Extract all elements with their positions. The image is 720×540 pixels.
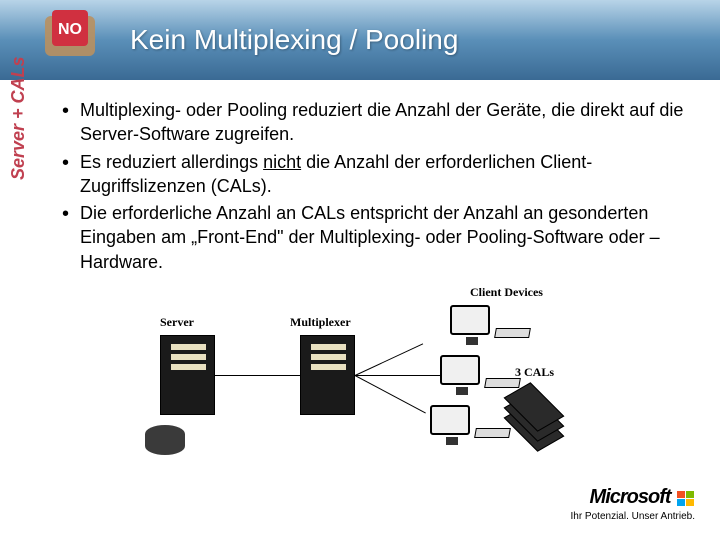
slide-header: NO Kein Multiplexing / Pooling xyxy=(0,0,720,80)
client-monitor-icon xyxy=(450,305,490,335)
footer-logo-area: Microsoft Ihr Potenzial. Unser Antrieb. xyxy=(570,486,695,522)
footer-tagline: Ihr Potenzial. Unser Antrieb. xyxy=(570,511,695,522)
cal-stack-icon xyxy=(510,390,565,445)
label-multiplexer: Multiplexer xyxy=(290,315,351,330)
bullet-1: Multiplexing- oder Pooling reduziert die… xyxy=(60,98,690,147)
server-icon xyxy=(160,335,215,415)
connector-line xyxy=(215,375,300,376)
client-keyboard-icon xyxy=(474,428,511,438)
no-badge-icon: NO xyxy=(40,8,100,63)
content-area: Multiplexing- oder Pooling reduziert die… xyxy=(0,80,720,287)
connector-line xyxy=(355,375,426,413)
client-monitor-icon xyxy=(430,405,470,435)
client-monitor-icon xyxy=(440,355,480,385)
label-server: Server xyxy=(160,315,194,330)
client-keyboard-icon xyxy=(484,378,521,388)
server-base-icon xyxy=(145,425,185,455)
bullet-2: Es reduziert allerdings nicht die Anzahl… xyxy=(60,150,690,199)
bullet-list: Multiplexing- oder Pooling reduziert die… xyxy=(60,98,690,274)
slide-title: Kein Multiplexing / Pooling xyxy=(130,24,458,56)
multiplexer-icon xyxy=(300,335,355,415)
connector-line xyxy=(355,375,440,376)
no-badge-text: NO xyxy=(58,21,82,38)
sidebar-label: Server + CALs xyxy=(8,56,29,180)
architecture-diagram: Server Multiplexer Client Devices 3 CALs xyxy=(120,280,600,480)
client-keyboard-icon xyxy=(494,328,531,338)
connector-line xyxy=(355,343,423,376)
microsoft-flag-icon xyxy=(677,491,695,507)
label-clients: Client Devices xyxy=(470,285,543,300)
microsoft-logo: Microsoft xyxy=(590,486,671,508)
bullet-3: Die erforderliche Anzahl an CALs entspri… xyxy=(60,201,690,274)
